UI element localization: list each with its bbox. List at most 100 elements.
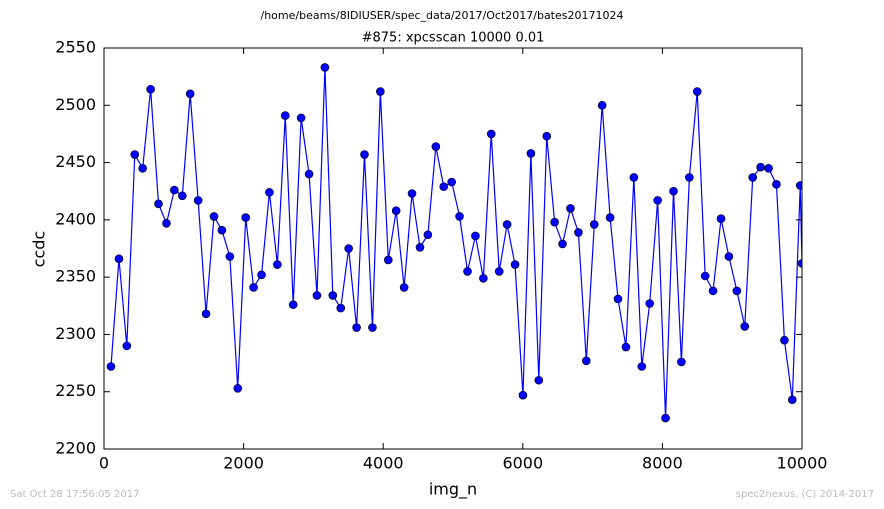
- data-point: [273, 260, 282, 269]
- data-point: [692, 87, 702, 96]
- data-point: [304, 169, 314, 179]
- data-point: [621, 342, 631, 352]
- y-tick-label: 2400: [55, 209, 96, 228]
- data-point: [724, 252, 734, 261]
- y-axis-label: ccdc: [30, 231, 49, 268]
- data-point: [447, 177, 456, 187]
- data-point: [146, 84, 155, 94]
- data-point: [415, 243, 425, 252]
- x-tick-label: 8000: [642, 454, 683, 473]
- y-tick-label: 2350: [55, 267, 96, 286]
- data-point: [154, 199, 163, 209]
- data-point: [700, 271, 710, 281]
- data-point: [241, 213, 250, 222]
- data-point: [344, 244, 353, 253]
- data-point: [645, 299, 654, 308]
- data-point: [122, 341, 132, 351]
- data-point: [613, 294, 623, 304]
- data-point: [748, 173, 758, 182]
- data-point: [360, 150, 369, 159]
- data-point: [431, 142, 441, 151]
- data-point: [312, 291, 322, 300]
- data-point: [534, 375, 544, 385]
- data-point: [217, 225, 227, 235]
- data-point: [558, 239, 567, 249]
- data-point: [708, 286, 718, 296]
- x-tick-label: 4000: [363, 454, 404, 473]
- data-point: [787, 395, 797, 405]
- data-point: [391, 206, 401, 215]
- data-point: [257, 270, 266, 280]
- data-point: [201, 309, 211, 319]
- x-tick-label: 0: [99, 454, 109, 473]
- data-point: [296, 113, 306, 123]
- data-point: [685, 173, 694, 182]
- data-point: [106, 362, 116, 371]
- data-point: [494, 267, 504, 276]
- axes-frame: [103, 47, 803, 450]
- data-point: [463, 267, 472, 276]
- data-point: [423, 230, 433, 240]
- data-point: [589, 220, 599, 229]
- footer-right: spec2nexus, (C) 2014-2017: [736, 489, 874, 500]
- y-tick-label: 2450: [55, 152, 96, 171]
- data-point: [780, 335, 789, 345]
- data-point: [178, 191, 187, 201]
- data-point: [209, 212, 219, 221]
- data-point: [486, 129, 496, 139]
- data-point: [716, 214, 726, 224]
- data-point: [795, 181, 802, 190]
- data-point: [225, 252, 235, 261]
- data-point: [669, 186, 678, 196]
- data-point: [772, 180, 781, 189]
- data-point: [130, 150, 140, 159]
- data-point: [114, 254, 124, 264]
- data-point: [471, 231, 480, 241]
- data-point: [637, 362, 647, 371]
- data-point: [328, 291, 338, 300]
- data-point: [352, 323, 361, 332]
- x-axis-label: img_n: [429, 480, 477, 500]
- data-point: [249, 283, 258, 292]
- data-point: [756, 162, 765, 172]
- data-point: [605, 213, 615, 222]
- data-point: [574, 228, 583, 237]
- footer-left: Sat Oct 28 17:56:05 2017: [10, 489, 140, 500]
- data-point: [138, 164, 147, 173]
- data-point: [193, 196, 203, 205]
- data-point: [288, 300, 298, 309]
- y-tick-label: 2550: [55, 38, 96, 57]
- series-line: [110, 67, 802, 419]
- y-tick-label: 2500: [55, 95, 96, 114]
- x-tick-label: 10000: [777, 454, 828, 473]
- data-point: [320, 63, 330, 72]
- data-point: [233, 383, 243, 393]
- data-point: [280, 111, 290, 120]
- suptitle: /home/beams/8IDIUSER/spec_data/2017/Oct2…: [261, 9, 624, 22]
- data-point: [764, 164, 773, 173]
- x-tick-label: 6000: [502, 454, 543, 473]
- data-point: [510, 260, 520, 269]
- data-point: [399, 283, 409, 292]
- data-point: [542, 131, 552, 141]
- data-point: [439, 182, 449, 191]
- data-point: [797, 259, 802, 268]
- data-point: [526, 149, 536, 158]
- data-point: [550, 217, 559, 227]
- data-point: [336, 303, 346, 313]
- y-tick-label: 2250: [55, 381, 96, 400]
- data-point: [407, 189, 417, 198]
- data-point: [582, 356, 591, 366]
- chart-title: #875: xpcsscan 10000 0.01: [362, 31, 545, 46]
- data-point: [185, 89, 195, 99]
- data-point: [265, 188, 274, 197]
- data-point: [661, 413, 670, 423]
- x-tick-label: 2000: [223, 454, 264, 473]
- data-point: [732, 286, 742, 296]
- data-point: [653, 196, 662, 205]
- y-tick-label: 2200: [55, 439, 96, 458]
- data-point: [677, 357, 686, 367]
- data-point: [368, 323, 377, 332]
